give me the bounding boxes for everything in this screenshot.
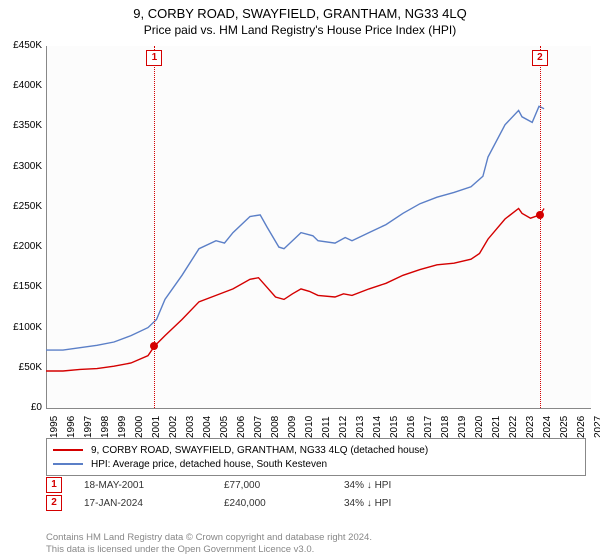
chart-lines xyxy=(46,46,590,408)
transaction-date: 18-MAY-2001 xyxy=(84,480,224,491)
transaction-price: £77,000 xyxy=(224,480,344,491)
legend: 9, CORBY ROAD, SWAYFIELD, GRANTHAM, NG33… xyxy=(46,438,586,476)
transaction-row: 1 18-MAY-2001£77,00034% ↓ HPI xyxy=(46,476,464,494)
transaction-row: 2 17-JAN-2024£240,00034% ↓ HPI xyxy=(46,494,464,512)
transaction-table: 1 18-MAY-2001£77,00034% ↓ HPI 2 17-JAN-2024… xyxy=(46,476,464,512)
legend-label-hpi: HPI: Average price, detached house, Sout… xyxy=(91,459,327,470)
footer-line1: Contains HM Land Registry data © Crown c… xyxy=(46,532,372,544)
footer: Contains HM Land Registry data © Crown c… xyxy=(46,532,372,556)
transaction-delta: 34% ↓ HPI xyxy=(344,480,464,491)
transaction-date: 17-JAN-2024 xyxy=(84,498,224,509)
transaction-marker: 1 xyxy=(46,477,62,493)
chart-subtitle: Price paid vs. HM Land Registry's House … xyxy=(0,21,600,37)
transaction-marker: 2 xyxy=(46,495,62,511)
chart-title: 9, CORBY ROAD, SWAYFIELD, GRANTHAM, NG33… xyxy=(0,0,600,21)
chart-container: { "title": "9, CORBY ROAD, SWAYFIELD, GR… xyxy=(0,0,600,560)
legend-label-property: 9, CORBY ROAD, SWAYFIELD, GRANTHAM, NG33… xyxy=(91,445,428,456)
transaction-price: £240,000 xyxy=(224,498,344,509)
transaction-delta: 34% ↓ HPI xyxy=(344,498,464,509)
legend-swatch-property xyxy=(53,449,83,451)
legend-swatch-hpi xyxy=(53,463,83,465)
legend-item-hpi: HPI: Average price, detached house, Sout… xyxy=(53,457,579,471)
footer-line2: This data is licensed under the Open Gov… xyxy=(46,544,372,556)
legend-item-property: 9, CORBY ROAD, SWAYFIELD, GRANTHAM, NG33… xyxy=(53,443,579,457)
